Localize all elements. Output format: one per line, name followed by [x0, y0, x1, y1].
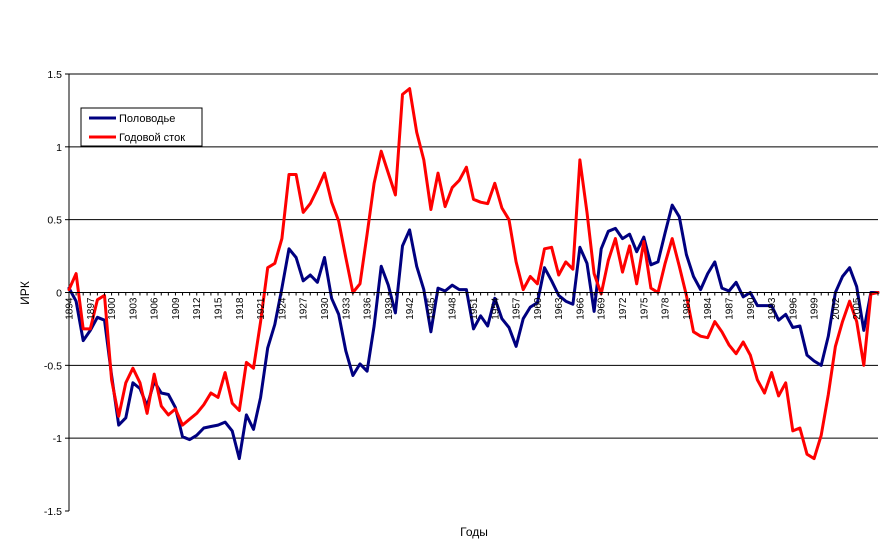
x-tick-label: 1918 — [235, 297, 246, 320]
legend-label-polovodye: Половодье — [119, 113, 175, 125]
x-axis-title: Годы — [460, 525, 488, 539]
x-tick-label: 1933 — [341, 297, 352, 320]
x-tick-label: 2005 — [852, 297, 863, 320]
y-tick-label: 0.5 — [47, 215, 62, 227]
y-axis-title: ИРК — [18, 281, 32, 305]
x-tick-label: 1948 — [448, 297, 459, 320]
x-tick-label: 1984 — [703, 297, 714, 320]
x-tick-label: 1939 — [384, 297, 395, 320]
x-tick-label: 1906 — [150, 297, 161, 320]
y-tick-label: 1 — [56, 142, 62, 154]
gridlines — [69, 73, 878, 439]
x-tick-label: 1912 — [192, 297, 203, 320]
x-tick-label: 1996 — [788, 297, 799, 320]
x-tick-label: 1942 — [405, 297, 416, 320]
x-tick-label: 1972 — [618, 297, 629, 320]
x-tick-label: 1999 — [810, 297, 821, 320]
y-axis-ticks: 1.5 1 0.5 0 -0.5 -1 -1.5 — [44, 69, 69, 518]
x-tick-label: 1903 — [128, 297, 139, 320]
x-tick-label: 1915 — [214, 297, 225, 320]
y-tick-label: 1.5 — [47, 69, 62, 81]
x-tick-label: 2002 — [831, 297, 842, 320]
legend-label-godovoy-stok: Годовой сток — [119, 132, 185, 144]
x-tick-label: 1921 — [256, 297, 267, 320]
x-tick-label: 1987 — [725, 297, 736, 320]
x-tick-label: 1963 — [554, 297, 565, 320]
x-tick-label: 1894 — [65, 297, 76, 320]
x-tick-label: 1927 — [299, 297, 310, 320]
y-tick-label: 0 — [56, 288, 62, 300]
y-tick-label: -1.5 — [44, 506, 62, 518]
x-tick-label: 1969 — [597, 297, 608, 320]
series-line-polovodye — [67, 203, 880, 461]
y-tick-label: -1 — [53, 433, 62, 445]
x-tick-label: 1930 — [320, 297, 331, 320]
x-tick-label: 1897 — [86, 297, 97, 320]
x-axis-ticks: 1894 1897 1900 1903 1906 1909 1912 1915 1918 1921… — [65, 292, 879, 320]
x-tick-label: 1936 — [363, 297, 374, 320]
x-tick-label: 1957 — [512, 297, 523, 320]
x-tick-label: 1960 — [533, 297, 544, 320]
x-tick-label: 1924 — [277, 297, 288, 320]
x-tick-label: 1978 — [661, 297, 672, 320]
x-tick-label: 1954 — [490, 297, 501, 320]
x-tick-label: 1981 — [682, 297, 693, 320]
series-line-godovoy-stok — [67, 87, 880, 461]
y-tick-label: -0.5 — [44, 360, 62, 372]
legend-box — [80, 107, 203, 147]
x-tick-label: 1993 — [767, 297, 778, 320]
legend: Половодье Годовой сток — [80, 107, 203, 147]
x-tick-label: 1951 — [469, 297, 480, 320]
x-tick-label: 1945 — [426, 297, 437, 320]
x-tick-label: 1900 — [107, 297, 118, 320]
x-tick-label: 1966 — [575, 297, 586, 320]
series-layer — [67, 87, 880, 461]
x-tick-label: 1975 — [639, 297, 650, 320]
x-tick-label: 1990 — [746, 297, 757, 320]
x-tick-label: 1909 — [171, 297, 182, 320]
